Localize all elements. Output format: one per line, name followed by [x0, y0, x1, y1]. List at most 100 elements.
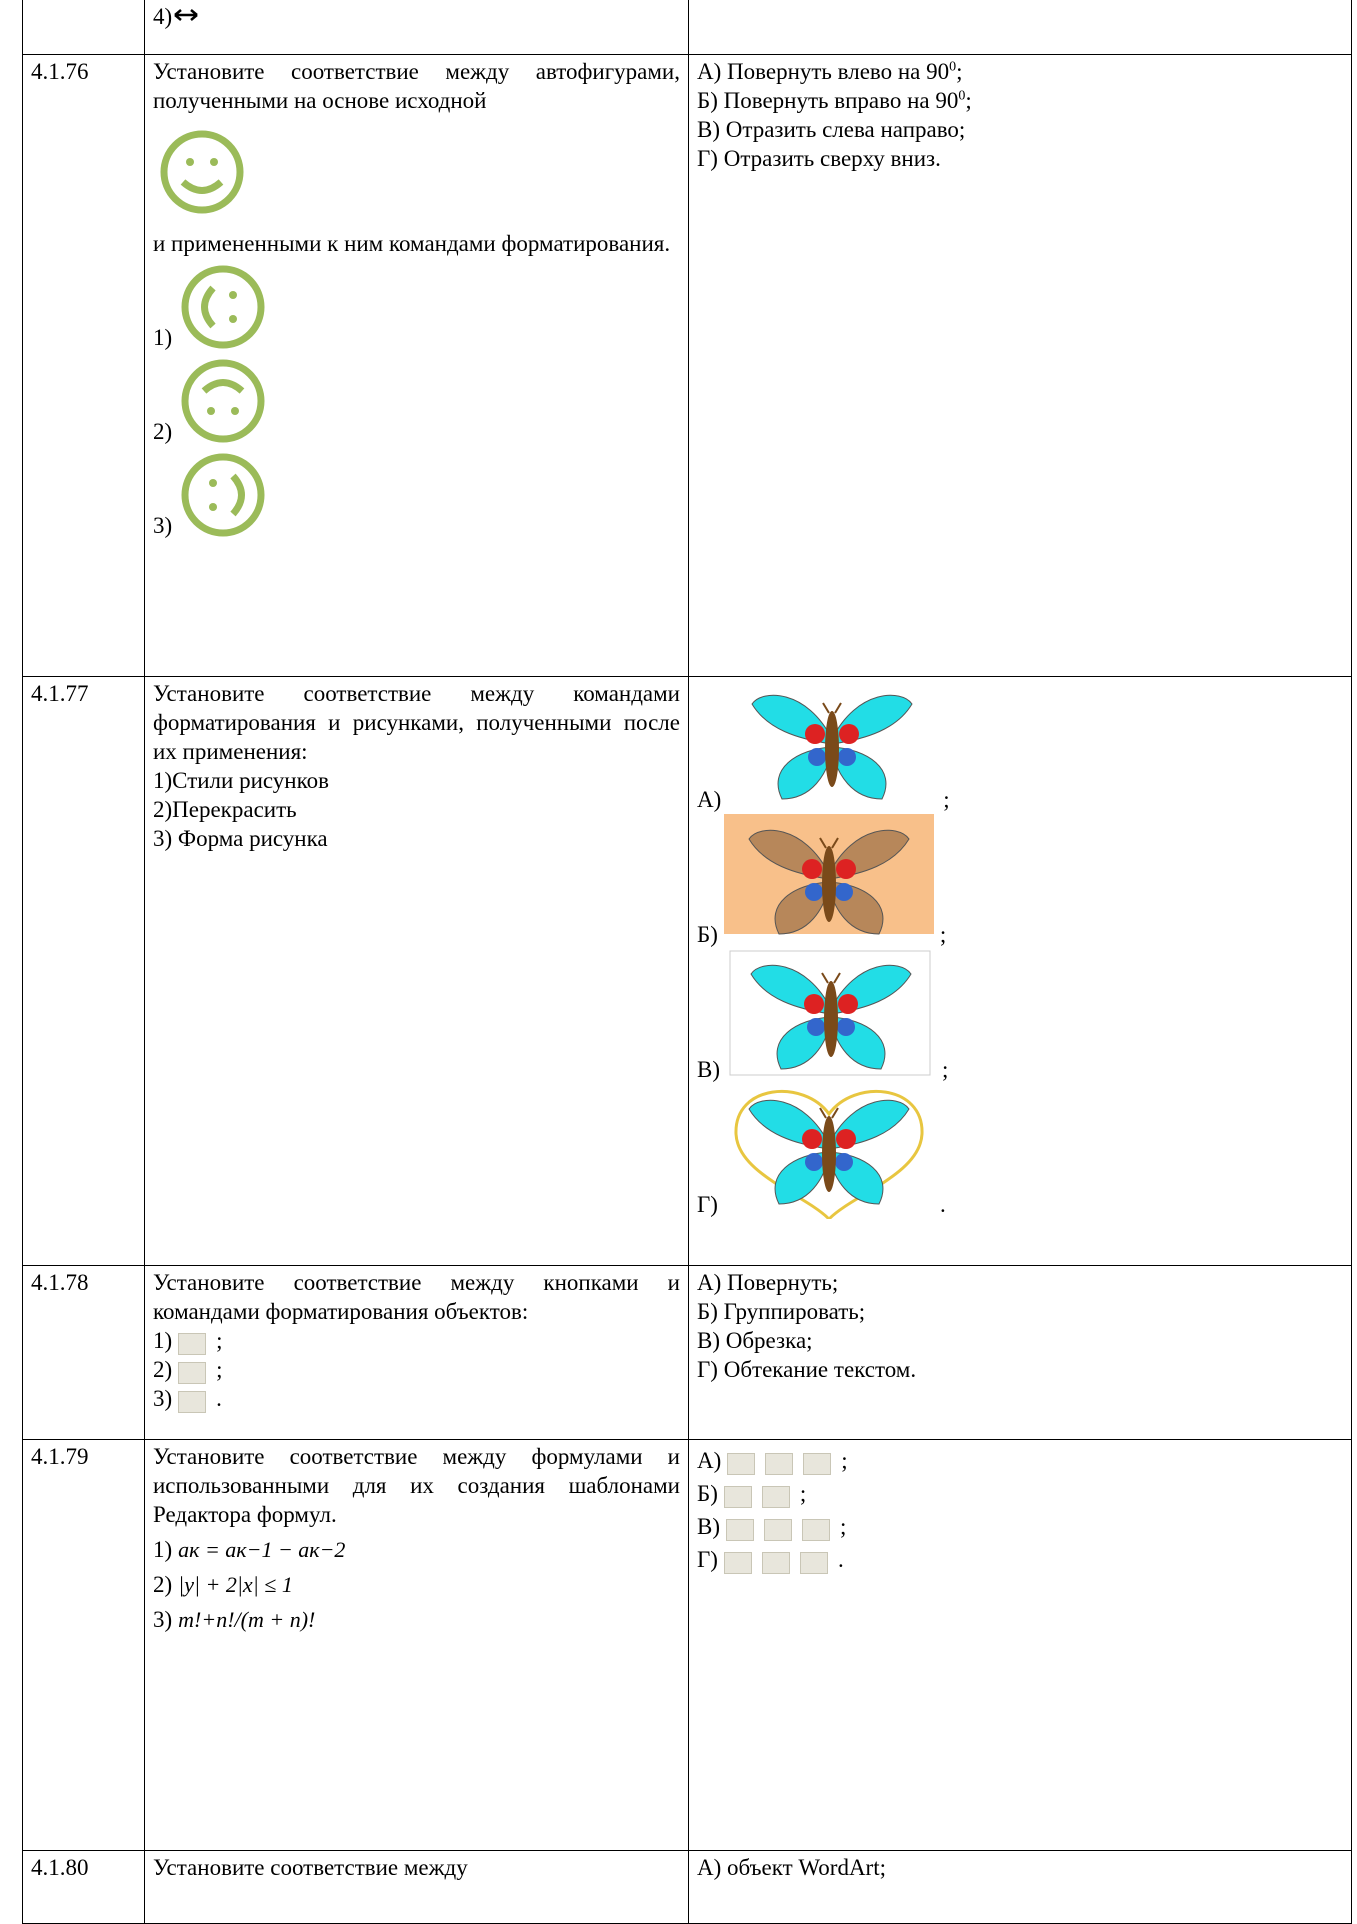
item-label: 3)	[153, 512, 173, 538]
answer-text: Г) Отразить сверху вниз.	[697, 145, 941, 171]
question-text: Установите соответствие между командами …	[153, 680, 680, 764]
item-label: 2)	[153, 1356, 173, 1382]
item: 2)	[153, 356, 680, 446]
item: 1)	[153, 262, 680, 352]
answer-text: А)	[697, 1447, 722, 1473]
item-label: 1)	[153, 1327, 173, 1353]
template-icon	[799, 1551, 828, 1574]
answer-tail: ;	[939, 921, 947, 947]
task-table: 4) 4.1.76 Установите соответствие между ав…	[22, 0, 1352, 1924]
item-label: 3)	[153, 1385, 173, 1411]
answer: А) объект WordArt;	[697, 1853, 1343, 1882]
butterfly	[734, 1089, 924, 1219]
butterfly	[729, 950, 931, 1075]
butterfly	[751, 694, 913, 800]
answer-cell	[688, 0, 1352, 55]
item: 3) m!+n!/(m + n)!	[153, 1605, 680, 1634]
item: 2);	[153, 1355, 680, 1384]
task-number: 4.1.77	[22, 675, 145, 1266]
question-cell: Установите соответствие между командами …	[144, 675, 689, 1266]
answer-text: В)	[697, 1513, 720, 1539]
arrow-icon	[174, 9, 198, 21]
answer-text: А)	[697, 786, 722, 812]
task-number: 4.1.76	[22, 53, 145, 677]
table-row: 4.1.77 Установите соответствие между кома…	[22, 675, 1352, 1266]
answer-tail: ;	[956, 58, 963, 84]
item-label: 3)	[153, 1606, 173, 1632]
answer-text: Г)	[697, 1546, 718, 1572]
answer-text: А) Повернуть;	[697, 1269, 839, 1295]
answer-cell: А); Б); В); Г).	[688, 1438, 1352, 1851]
template-icon	[802, 1518, 830, 1541]
item-label: 1)	[153, 324, 173, 350]
table-row: 4.1.79 Установите соответствие между форм…	[22, 1438, 1352, 1851]
answer-text: Г) Обтекание текстом.	[697, 1356, 917, 1382]
answer: А) Повернуть влево на 900;	[697, 57, 1343, 86]
answer-tail: ;	[799, 1480, 807, 1506]
answer: В);	[697, 949, 1343, 1084]
task-number: 4.1.80	[22, 1849, 145, 1924]
answer-tail: ;	[840, 1513, 847, 1539]
answer: Б) Группировать;	[697, 1297, 1343, 1326]
answer-text: В) Отразить слева направо;	[697, 116, 966, 142]
item-label: 1)	[153, 1536, 173, 1562]
item: 2) |y| + 2|x| ≤ 1	[153, 1570, 680, 1599]
formula: |y| + 2|x| ≤ 1	[178, 1571, 293, 1597]
template-icon	[723, 1551, 752, 1574]
answer: В) Отразить слева направо;	[697, 115, 1343, 144]
item-tail: .	[216, 1385, 222, 1411]
answer: А);	[697, 679, 1343, 814]
formula: aк = aк−1 − aк−2	[178, 1536, 346, 1562]
table-row: 4.1.76 Установите соответствие между авто…	[22, 53, 1352, 677]
item-tail: ;	[216, 1356, 223, 1382]
answer-cell: А); Б); В); Г).	[688, 675, 1352, 1266]
template-icon	[727, 1452, 756, 1475]
item: 3).	[153, 1384, 680, 1413]
question-text: 1)Стили рисунков	[153, 767, 329, 793]
answer-text: Г)	[697, 1191, 718, 1217]
answer: А) Повернуть;	[697, 1268, 1343, 1297]
answer-cell: А) объект WordArt;	[688, 1849, 1352, 1924]
answer: Г) Обтекание текстом.	[697, 1355, 1343, 1384]
button-icon	[178, 1361, 207, 1384]
answer: А);	[697, 1446, 1343, 1475]
answer-superscript: 0	[958, 87, 966, 103]
answer: Б);	[697, 1479, 1343, 1508]
question-text: 3) Форма рисунка	[153, 825, 328, 851]
smiley	[181, 453, 265, 536]
smiley	[160, 130, 244, 213]
task-number	[22, 0, 145, 55]
template-icon	[803, 1452, 832, 1475]
answer-text: А) объект WordArt;	[697, 1854, 886, 1880]
task-number: 4.1.79	[22, 1438, 145, 1851]
butterfly	[723, 813, 934, 935]
question-text: Установите соответствие между	[153, 1854, 468, 1880]
template-icon	[764, 1518, 792, 1541]
answer-cell: А) Повернуть; Б) Группировать; В) Обрезка;…	[688, 1264, 1352, 1440]
template-icon	[761, 1551, 790, 1574]
answer-tail: ;	[965, 87, 972, 113]
answer: В);	[697, 1512, 1343, 1541]
template-icon	[761, 1485, 790, 1508]
answer-text: Б) Повернуть вправо на 90	[697, 87, 959, 113]
item-label: 2)	[153, 418, 173, 444]
answer-text: Б)	[697, 1480, 718, 1506]
table-row: 4)	[22, 0, 1352, 55]
smiley	[181, 359, 265, 442]
question-cell: 4)	[144, 0, 689, 55]
table-row: 4.1.78 Установите соответствие между кноп…	[22, 1264, 1352, 1440]
answer-text: В)	[697, 1056, 720, 1082]
answer: В) Обрезка;	[697, 1326, 1343, 1355]
answer: Б);	[697, 813, 1343, 949]
answer: Г).	[697, 1545, 1343, 1574]
question-text: 4)	[153, 2, 680, 31]
answer-text: Б)	[697, 921, 718, 947]
answer-text: Б) Группировать;	[697, 1298, 866, 1324]
question-text: Установите соответствие между кнопками и…	[153, 1269, 680, 1324]
smiley	[181, 265, 265, 348]
answer: Б) Повернуть вправо на 900;	[697, 86, 1343, 115]
question-text: 2)Перекрасить	[153, 796, 297, 822]
answer-superscript: 0	[949, 58, 957, 74]
question-cell: Установите соответствие между формулами …	[144, 1438, 689, 1851]
